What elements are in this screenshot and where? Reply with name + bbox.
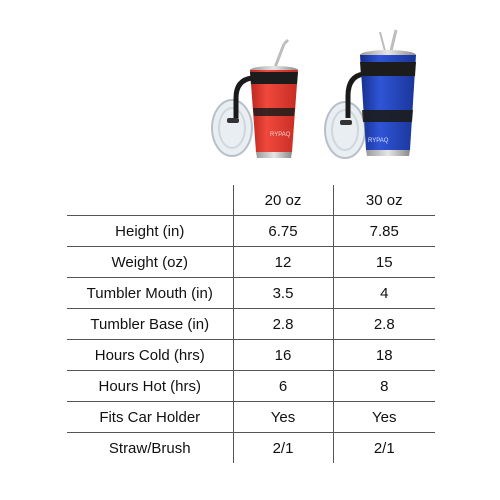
blue-handle — [345, 71, 365, 118]
value-30oz: 15 — [332, 246, 435, 278]
blue-brand-text: RYPAQ — [368, 138, 389, 144]
header-30oz: 30 oz — [332, 185, 435, 216]
table-row: Weight (oz) 12 15 — [67, 246, 435, 278]
value-30oz: 4 — [332, 277, 435, 309]
red-handle — [233, 75, 253, 118]
table-header-row: 20 oz 30 oz — [67, 185, 435, 216]
row-label: Height (in) — [67, 215, 233, 247]
value-30oz: 2/1 — [332, 432, 435, 463]
table-row: Tumbler Base (in) 2.8 2.8 — [67, 308, 435, 340]
value-20oz: 2/1 — [232, 432, 333, 463]
blue-tumbler: RYPAQ — [360, 50, 416, 156]
red-brand-text: RYPAQ — [270, 132, 291, 138]
value-30oz: 7.85 — [332, 215, 435, 247]
table-row: Tumbler Mouth (in) 3.5 4 — [67, 277, 435, 309]
row-label: Straw/Brush — [108, 439, 191, 457]
red-lid — [211, 99, 253, 157]
row-label: Tumbler Base (in) — [67, 308, 233, 340]
red-tumbler: RYPAQ — [250, 66, 298, 158]
value-30oz: Yes — [332, 401, 435, 433]
table-row: Hours Hot (hrs) 6 8 — [67, 370, 435, 402]
row-label: Hours Hot (hrs) — [67, 370, 233, 402]
value-20oz: 16 — [232, 339, 333, 371]
table-row: Fits Car Holder Yes Yes — [67, 401, 435, 433]
value-20oz: 12 — [232, 246, 333, 278]
value-20oz: 3.5 — [232, 277, 333, 309]
value-30oz: 18 — [332, 339, 435, 371]
product-image: RYPAQ RYPAQ — [211, 29, 416, 159]
value-30oz: 8 — [332, 370, 435, 402]
table-row: Height (in) 6.75 7.85 — [67, 215, 435, 247]
row-label: Fits Car Holder — [67, 401, 233, 433]
red-straw — [272, 38, 290, 71]
value-20oz: Yes — [232, 401, 333, 433]
header-blank — [67, 185, 233, 216]
header-20oz: 20 oz — [232, 185, 333, 216]
spec-table: 20 oz 30 oz Height (in) 6.75 7.85 Weight… — [67, 185, 435, 463]
row-label: Tumbler Mouth (in) — [67, 277, 233, 309]
table-row: Straw/Brush 2/1 2/1 — [67, 432, 435, 463]
value-20oz: 6.75 — [232, 215, 333, 247]
row-label: Weight (oz) — [67, 246, 233, 278]
table-row: Hours Cold (hrs) 16 18 — [67, 339, 435, 371]
value-30oz: 2.8 — [332, 308, 435, 340]
value-20oz: 2.8 — [232, 308, 333, 340]
blue-lid — [324, 101, 366, 159]
row-label: Hours Cold (hrs) — [67, 339, 233, 371]
value-20oz: 6 — [232, 370, 333, 402]
